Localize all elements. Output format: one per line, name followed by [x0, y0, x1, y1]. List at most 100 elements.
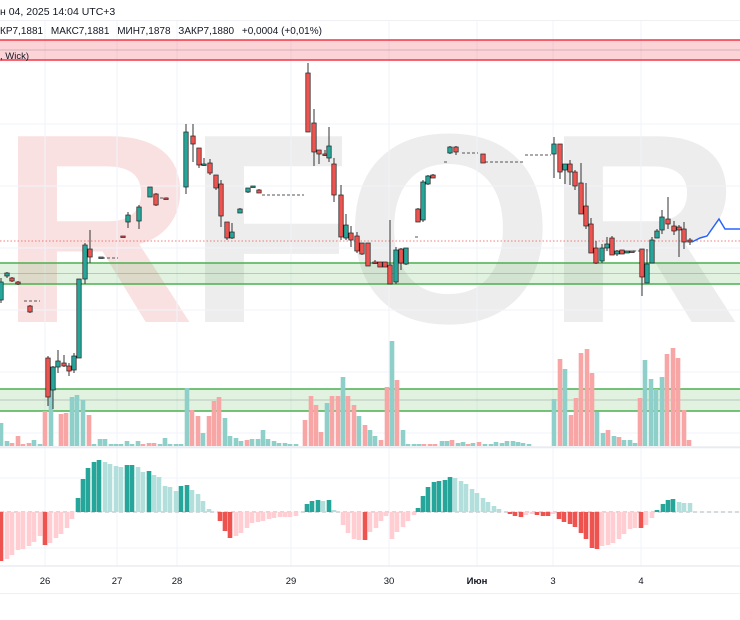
volume-bar [465, 444, 471, 446]
oscillator-bar [389, 512, 395, 539]
volume-bar [108, 444, 114, 446]
candle-down [687, 239, 693, 243]
volume-bar [568, 415, 574, 446]
oscillator-bar [550, 512, 556, 514]
candle-up [614, 250, 620, 255]
candle-up [343, 224, 349, 239]
candle-down [87, 248, 93, 258]
volume-bar [526, 444, 532, 446]
volume-bar [455, 443, 461, 446]
candle-down [557, 143, 563, 173]
oscillator-bar [26, 512, 32, 546]
oscillator-bar [529, 512, 535, 514]
candle-down [120, 235, 126, 238]
candle-up [604, 243, 610, 249]
oscillator-bar [518, 512, 524, 517]
oscillator-bar [616, 512, 622, 539]
volume-bar [167, 444, 173, 446]
oscillator-bar [687, 503, 693, 512]
volume-bar [162, 438, 168, 446]
oscillator-bar [315, 500, 321, 512]
oscillator-bar [135, 467, 141, 512]
volume-bar [460, 442, 466, 446]
candle-down [61, 362, 67, 367]
oscillator-bar [206, 509, 212, 512]
candle-up [654, 230, 660, 239]
oscillator-bar [124, 465, 130, 512]
oscillator-bar [309, 501, 315, 512]
oscillator-bar [85, 468, 91, 512]
volume-bar [157, 444, 163, 446]
oscillator-bar [632, 512, 638, 528]
oscillator-bar [331, 510, 337, 512]
oscillator-bar [378, 512, 384, 521]
oscillator-bar [20, 512, 26, 549]
oscillator-bar [452, 478, 458, 512]
oscillator-bar [227, 512, 233, 538]
oscillator-bar [420, 496, 426, 512]
oscillator-bar [534, 512, 540, 515]
candle-up [326, 145, 332, 159]
volume-bar [318, 432, 324, 446]
volume-bar [58, 414, 64, 446]
candle-down [365, 242, 371, 267]
oscillator-bar [599, 512, 605, 546]
candle-up [403, 247, 409, 265]
volume-bar [26, 443, 32, 446]
oscillator-bar [431, 482, 437, 512]
volume-bar [510, 441, 516, 446]
candle-down [572, 171, 578, 187]
oscillator-bar [326, 500, 332, 512]
oscillator-bar [238, 512, 244, 533]
volume-bar [173, 444, 179, 446]
oscillator-bar [589, 512, 595, 548]
oscillator-bar [75, 498, 81, 512]
volume-bar [488, 444, 494, 446]
candle-down [387, 264, 393, 285]
candle-up [551, 143, 557, 155]
candle-down [629, 250, 635, 253]
oscillator-bar [113, 466, 119, 512]
ohlc-high: МАКС7,1881 [50, 26, 110, 37]
volume-bar [551, 399, 557, 446]
oscillator-bar [64, 512, 70, 528]
candle-up [183, 131, 189, 188]
zones-layer [0, 39, 740, 412]
time-axis-border [0, 593, 740, 594]
oscillator-bar [293, 512, 299, 516]
oscillator-bar [356, 512, 362, 540]
volume-bar [400, 430, 406, 446]
oscillator-bar [91, 462, 97, 512]
time-axis-tick: 27 [111, 576, 123, 587]
oscillator-bar [351, 512, 357, 539]
oscillator-bar [222, 512, 228, 531]
oscillator-bar [621, 512, 627, 534]
oscillator-bar [107, 464, 113, 512]
volume-bar [74, 395, 80, 446]
candle-down [196, 147, 202, 166]
oscillator-bar [638, 512, 644, 528]
ohlc-close: ЗАКР7,1880 [178, 26, 235, 37]
candle-down [671, 225, 677, 232]
oscillator-bar [583, 512, 589, 539]
volume-bar [4, 441, 10, 446]
oscillator-bar [37, 512, 43, 536]
oscillator-bar [463, 484, 469, 512]
oscillator-bar [162, 486, 168, 512]
time-axis-tick: 3 [550, 576, 556, 587]
time-axis[interactable]: 26 27 28 29 30 Июн 3 4 [0, 568, 740, 592]
volume-bar [178, 444, 184, 446]
header-divider [0, 20, 740, 21]
candle-up [50, 366, 56, 391]
volume-bar [63, 413, 69, 446]
oscillator-bar [184, 485, 190, 512]
volume-bar [432, 444, 438, 446]
candle-up [245, 187, 251, 193]
volume-bar [389, 341, 395, 446]
candle-down [190, 135, 196, 145]
candle-up [147, 186, 153, 198]
candle-down [578, 182, 584, 215]
volume-bar [405, 444, 411, 446]
oscillator-bar [491, 506, 497, 512]
